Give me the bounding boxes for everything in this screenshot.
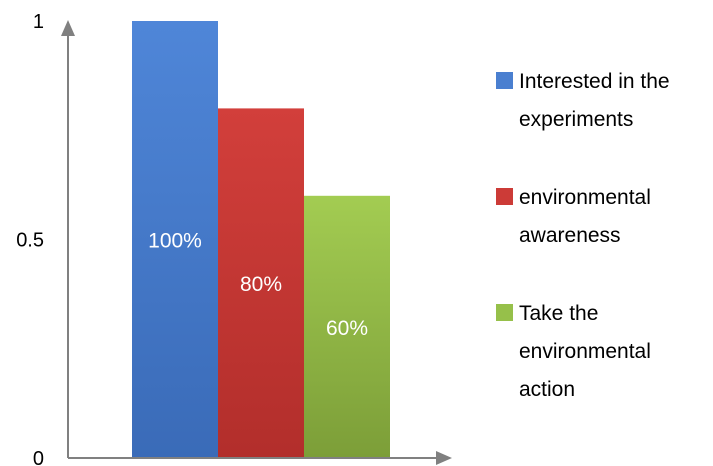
- legend-label-2-line-1: environmental: [519, 186, 651, 209]
- bars-group: 100% 80% 60%: [132, 21, 390, 459]
- bar-1: [132, 21, 218, 458]
- legend-swatch-3: [496, 304, 513, 321]
- legend: Interested in the experiments environmenta…: [496, 70, 670, 401]
- bar-data-label-2: 80%: [240, 273, 282, 296]
- y-axis-arrow-icon: [61, 20, 75, 36]
- legend-label-2-line-2: awareness: [519, 224, 621, 247]
- y-tick-labels: 00.51: [16, 11, 44, 466]
- legend-label-1-line-1: Interested in the: [519, 70, 670, 93]
- y-tick-label-2: 0.5: [16, 230, 44, 252]
- axes-group: [61, 20, 452, 465]
- bar-data-label-1: 100%: [148, 230, 202, 253]
- legend-swatch-2: [496, 188, 513, 205]
- legend-label-3-line-3: action: [519, 378, 575, 401]
- legend-label-3-line-2: environmental: [519, 340, 651, 363]
- bar-2: [218, 108, 304, 459]
- bar-3: [304, 195, 390, 459]
- y-tick-label-3: 1: [33, 11, 44, 33]
- bar-data-label-3: 60%: [326, 317, 368, 340]
- legend-swatch-1: [496, 72, 513, 89]
- x-axis-arrow-icon: [436, 451, 452, 465]
- legend-label-3-line-1: Take the: [519, 302, 598, 325]
- legend-label-1-line-2: experiments: [519, 108, 633, 131]
- y-tick-label-1: 0: [33, 448, 44, 466]
